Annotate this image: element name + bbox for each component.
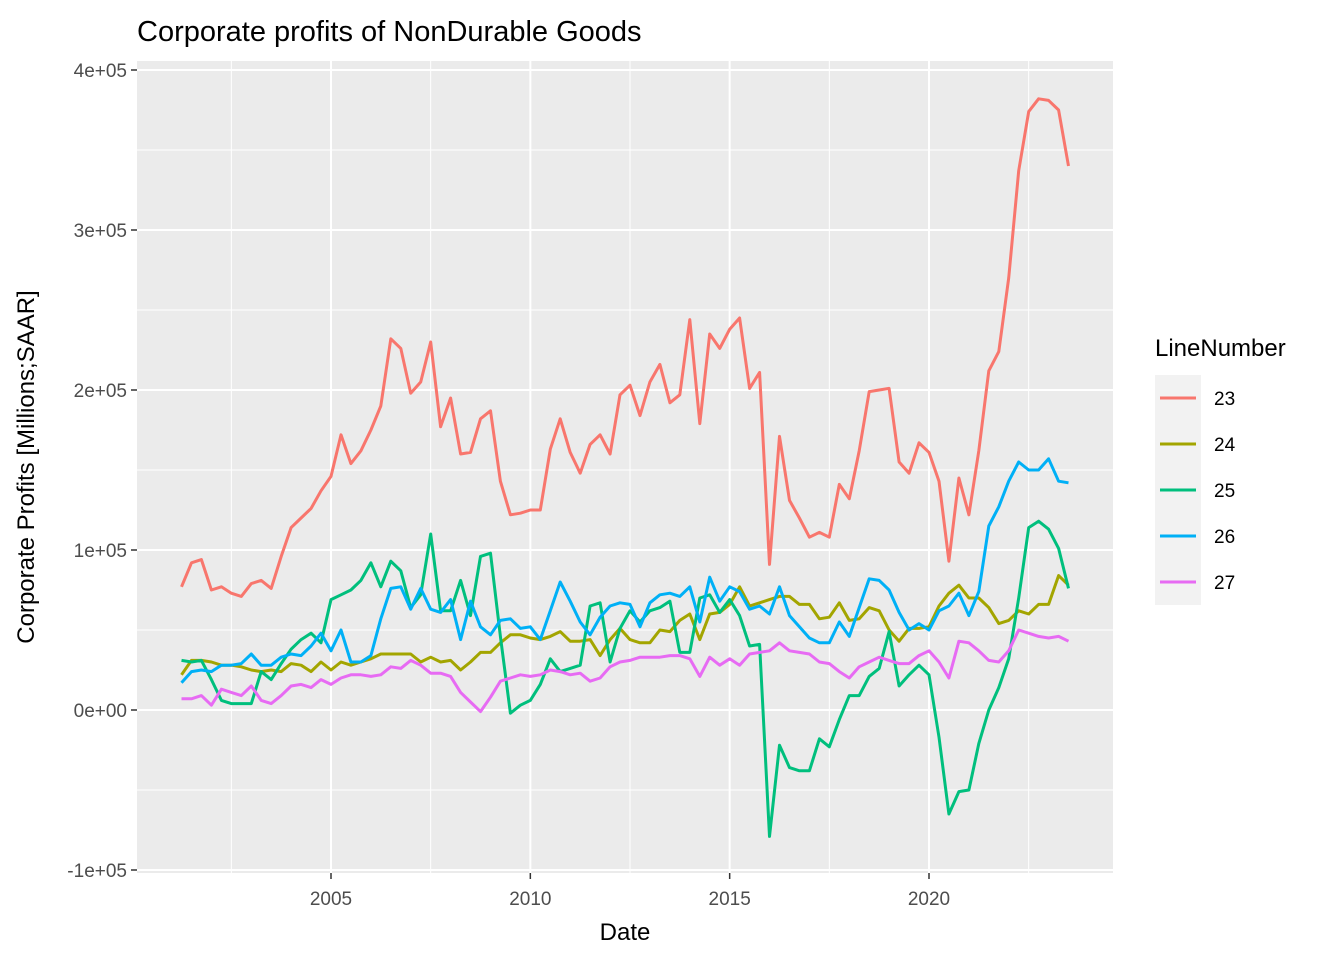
series-line-24 [180,574,1070,676]
series-lines [180,97,1070,838]
y-axis: -1e+05 0e+00 1e+05 2e+05 3e+05 4e+05 [67,61,137,882]
y-axis-title: Corporate Profits [Millions;SAAR] [13,290,40,643]
plot-panel [137,61,1113,873]
y-tick-label: 4e+05 [74,61,127,82]
x-axis-title: Date [600,919,651,946]
series-line-27 [181,628,1070,714]
x-tick-label: 2020 [908,889,950,910]
legend-title: LineNumber [1155,335,1286,362]
x-tick-label: 2015 [709,889,751,910]
legend-label-27: 27 [1214,573,1235,594]
series-line-25 [181,519,1070,838]
legend-label-25: 25 [1214,481,1235,502]
series-line-26 [180,457,1069,684]
series-line-23 [180,97,1070,598]
y-tick-label: 3e+05 [74,221,127,242]
x-axis: 2005 2010 2015 2020 [310,873,950,910]
minor-gridlines [137,61,1113,873]
y-tick-label: 0e+00 [74,701,127,722]
chart-title: Corporate profits of NonDurable Goods [137,16,642,48]
legend-label-23: 23 [1214,389,1235,410]
y-tick-label: 1e+05 [74,541,127,562]
x-tick-label: 2005 [310,889,352,910]
legend-label-24: 24 [1214,435,1236,456]
legend: LineNumber 23 24 25 26 27 [1155,335,1286,605]
y-tick-label: 2e+05 [74,381,127,402]
x-tick-label: 2010 [509,889,551,910]
legend-label-26: 26 [1214,527,1235,548]
y-tick-label: -1e+05 [67,861,127,882]
